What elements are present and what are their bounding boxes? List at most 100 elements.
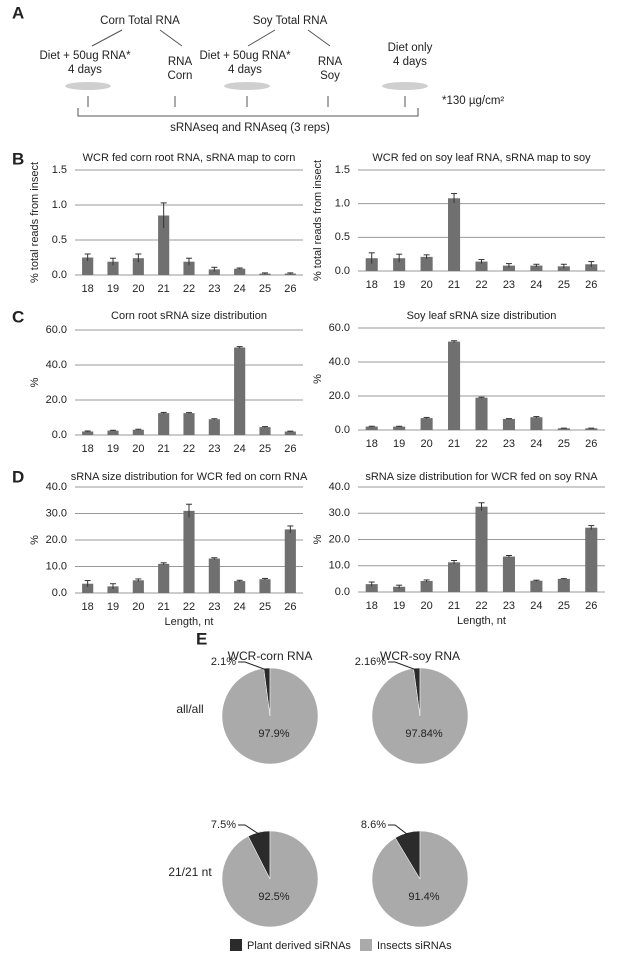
chart-title: sRNA size distribution for WCR fed on so… (365, 471, 598, 483)
bar (234, 347, 246, 435)
bar (530, 580, 543, 592)
x-tick-label: 21 (158, 601, 170, 613)
diagram-group-text: Diet only (388, 42, 433, 54)
pie-value-label: 2.1% (211, 656, 236, 668)
bar (393, 586, 406, 592)
x-tick-label: 24 (530, 279, 542, 291)
x-tick-label: 24 (530, 600, 542, 612)
y-axis-label: % (29, 535, 41, 545)
x-tick-label: 23 (208, 283, 220, 295)
legend-swatch (360, 939, 372, 951)
pie-value-label: 92.5% (258, 891, 289, 903)
y-tick-label: 60.0 (329, 322, 350, 334)
diagram-group-text: Soy (320, 70, 340, 82)
y-tick-label: 1.0 (335, 198, 350, 210)
x-axis-label: Length, nt (457, 615, 506, 627)
y-tick-label: 0.0 (52, 587, 67, 599)
bar (183, 261, 195, 275)
bar (158, 413, 170, 435)
bar (365, 258, 378, 271)
y-tick-label: 0.0 (52, 429, 67, 441)
diagram-group-text: RNA (168, 56, 193, 68)
bar (132, 580, 144, 593)
bar (259, 579, 271, 593)
x-tick-label: 20 (420, 438, 432, 450)
worms (65, 82, 428, 90)
x-tick-label: 26 (284, 601, 296, 613)
bar (475, 506, 488, 592)
y-tick-label: 40.0 (329, 356, 350, 368)
bar (284, 529, 296, 593)
bar (585, 264, 598, 271)
legend-swatch (230, 939, 242, 951)
pie-row-label: all/all (176, 702, 203, 716)
x-tick-label: 23 (503, 279, 515, 291)
x-axis-label: Length, nt (165, 616, 214, 628)
x-tick-label: 24 (234, 283, 246, 295)
bar (107, 430, 119, 435)
legend-label: Plant derived siRNAs (247, 940, 351, 952)
y-tick-label: 0.5 (335, 231, 350, 243)
bar (557, 428, 570, 430)
y-tick-label: 20.0 (329, 533, 350, 545)
bar (393, 258, 406, 271)
x-tick-label: 20 (420, 600, 432, 612)
bar (585, 428, 598, 430)
y-tick-label: 1.0 (52, 199, 67, 211)
x-tick-label: 18 (366, 600, 378, 612)
x-tick-label: 18 (366, 438, 378, 450)
bar (393, 426, 406, 430)
x-tick-label: 25 (259, 443, 271, 455)
leader-line (388, 824, 409, 836)
y-tick-label: 0.0 (335, 265, 350, 277)
y-tick-label: 20.0 (329, 390, 350, 402)
bar (208, 558, 220, 593)
bar (420, 418, 433, 430)
panel-label: B (12, 149, 24, 168)
bar (234, 268, 246, 275)
diagram-footnote: *130 µg/cm² (442, 95, 504, 107)
panel-label: D (12, 467, 24, 486)
x-tick-label: 18 (82, 601, 94, 613)
x-tick-label: 22 (475, 600, 487, 612)
x-tick-label: 21 (158, 283, 170, 295)
y-tick-label: 10.0 (46, 560, 67, 572)
bar (107, 261, 119, 275)
chart-title: Corn root sRNA size distribution (111, 310, 267, 322)
x-tick-label: 26 (585, 600, 597, 612)
y-axis-label: % (29, 377, 41, 387)
panel-label: E (196, 629, 207, 648)
diagram-group-text: 4 days (393, 56, 427, 68)
leader-line (238, 824, 260, 835)
bar (132, 429, 144, 435)
x-tick-label: 25 (558, 600, 570, 612)
x-tick-label: 21 (158, 443, 170, 455)
leader-line (238, 661, 268, 671)
diagram-shapes (77, 29, 419, 117)
bar (259, 427, 271, 435)
bar (502, 265, 515, 271)
x-tick-label: 22 (183, 283, 195, 295)
x-tick-label: 21 (448, 279, 460, 291)
pie-slice (221, 830, 319, 928)
panel-label: A (12, 3, 24, 22)
bar (82, 431, 94, 435)
x-tick-label: 26 (284, 443, 296, 455)
bar (158, 215, 170, 275)
chart-title: WCR fed corn root RNA, sRNA map to corn (83, 152, 296, 164)
x-tick-label: 19 (107, 283, 119, 295)
bar (530, 265, 543, 271)
bar (82, 257, 94, 275)
y-axis-label: % total reads from insect (312, 160, 324, 281)
bar (183, 510, 195, 593)
x-tick-label: 26 (284, 283, 296, 295)
y-tick-label: 30.0 (46, 507, 67, 519)
x-tick-label: 22 (475, 438, 487, 450)
diagram-bracket-label: sRNAseq and RNAseq (3 reps) (170, 122, 330, 134)
pie-value-label: 2.16% (355, 656, 386, 668)
y-tick-label: 20.0 (46, 394, 67, 406)
y-tick-label: 1.5 (52, 164, 67, 176)
x-tick-label: 26 (585, 438, 597, 450)
bar (234, 581, 246, 593)
pie-row-label: 21/21 nt (168, 865, 212, 879)
